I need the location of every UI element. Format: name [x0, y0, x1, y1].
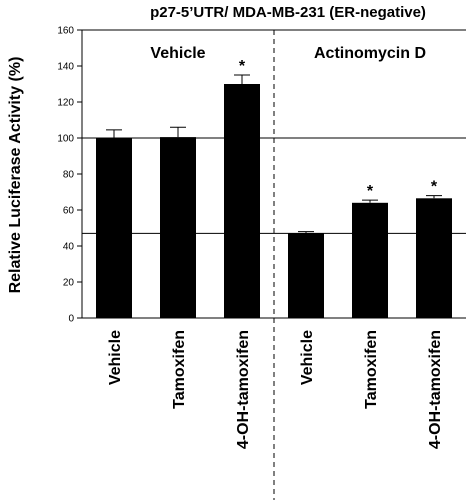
bar	[288, 233, 324, 318]
x-tick-label: Tamoxifen	[171, 330, 188, 409]
error-bar	[426, 195, 442, 199]
x-tick-label: 4-OH-tamoxifen	[427, 330, 444, 449]
bar	[96, 138, 132, 318]
error-bar	[298, 231, 314, 234]
error-bar	[170, 126, 186, 138]
y-tick-label: 80	[63, 170, 75, 181]
bar	[352, 202, 388, 318]
y-tick-label: 160	[57, 26, 74, 37]
y-tick-label: 100	[57, 134, 74, 145]
x-tick-label: Vehicle	[299, 330, 316, 385]
significance-marker: *	[239, 58, 246, 75]
y-tick-label: 20	[63, 278, 75, 289]
y-tick-label: 120	[57, 98, 74, 109]
y-tick-label: 40	[63, 242, 75, 253]
chart-title: p27-5’UTR/ MDA-MB-231 (ER-negative)	[150, 4, 426, 21]
y-tick-label: 140	[57, 62, 74, 73]
y-tick-label: 0	[68, 314, 74, 325]
significance-marker: *	[367, 183, 374, 200]
group-label: Vehicle	[150, 45, 205, 62]
x-tick-label: 4-OH-tamoxifen	[235, 330, 252, 449]
bar	[224, 84, 260, 318]
x-tick-label: Vehicle	[107, 330, 124, 385]
x-tick-label: Tamoxifen	[363, 330, 380, 409]
bar	[160, 137, 196, 318]
error-bar	[362, 199, 378, 203]
bar	[416, 198, 452, 318]
y-tick-label: 60	[63, 206, 75, 217]
group-label: Actinomycin D	[314, 45, 426, 62]
significance-marker: *	[431, 179, 438, 196]
y-axis-label: Relative Luciferase Activity (%)	[7, 57, 24, 294]
error-bar	[106, 129, 122, 138]
error-bar	[234, 74, 250, 84]
